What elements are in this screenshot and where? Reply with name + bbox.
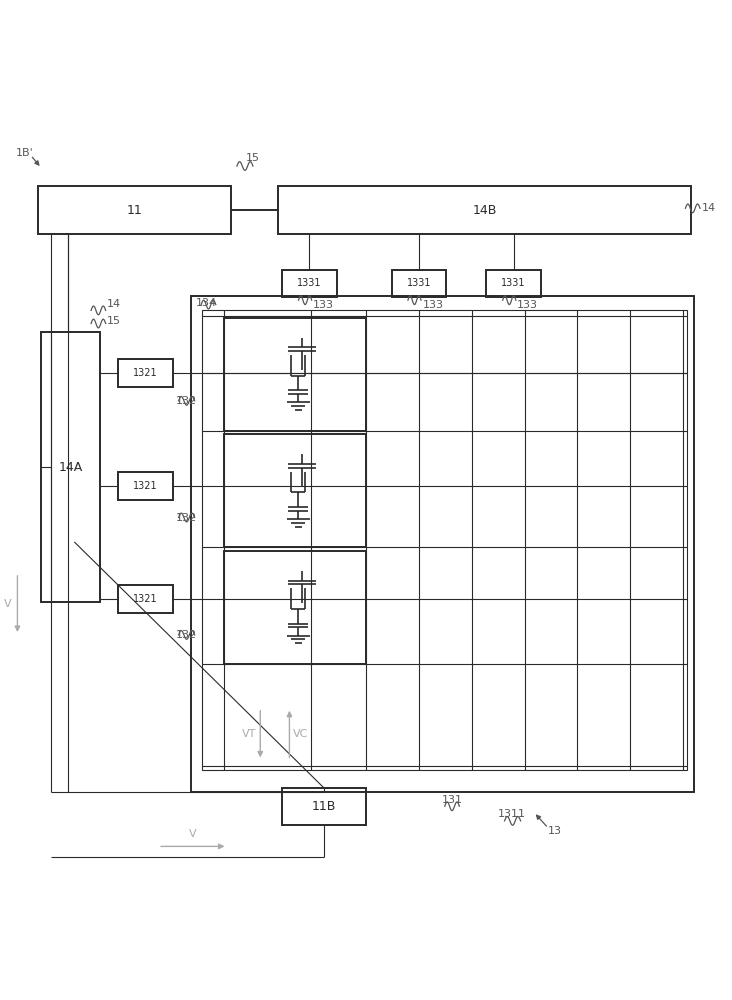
Text: 1311: 1311 xyxy=(498,809,526,819)
Text: 1331: 1331 xyxy=(297,278,322,288)
Bar xyxy=(224,318,366,431)
Bar xyxy=(224,551,366,664)
Text: VT: VT xyxy=(242,729,257,739)
Text: 13: 13 xyxy=(548,826,562,836)
Text: VC: VC xyxy=(293,729,308,739)
Text: 1321: 1321 xyxy=(133,368,157,378)
Text: 1331: 1331 xyxy=(406,278,431,288)
Text: 14: 14 xyxy=(701,203,716,213)
Text: 11B: 11B xyxy=(312,800,336,813)
Text: 133: 133 xyxy=(313,300,334,310)
Bar xyxy=(38,186,231,234)
Bar xyxy=(392,270,447,297)
Bar xyxy=(118,472,173,500)
Bar xyxy=(42,332,100,602)
Text: 133: 133 xyxy=(422,300,444,310)
Bar xyxy=(282,788,366,825)
Text: 14A: 14A xyxy=(59,461,83,474)
Text: 14: 14 xyxy=(107,299,122,309)
Bar xyxy=(191,296,694,792)
Text: 132: 132 xyxy=(176,396,197,406)
Bar xyxy=(282,270,337,297)
Text: 11: 11 xyxy=(127,204,142,217)
Text: 15: 15 xyxy=(107,316,121,326)
Text: 1B': 1B' xyxy=(16,148,34,158)
Text: 131: 131 xyxy=(441,795,463,805)
Text: V: V xyxy=(4,599,12,609)
Bar xyxy=(202,310,687,770)
Text: V: V xyxy=(189,829,197,839)
Bar xyxy=(486,270,541,297)
Text: 1331: 1331 xyxy=(501,278,526,288)
Text: 132: 132 xyxy=(176,513,197,523)
Bar xyxy=(224,434,366,547)
Text: 133: 133 xyxy=(518,300,538,310)
Bar xyxy=(118,585,173,613)
Text: 134: 134 xyxy=(196,298,217,308)
Bar xyxy=(278,186,690,234)
Text: 1321: 1321 xyxy=(133,594,157,604)
Text: 132: 132 xyxy=(176,630,197,640)
Bar xyxy=(118,359,173,387)
Text: 14B: 14B xyxy=(472,204,497,217)
Text: 15: 15 xyxy=(246,153,260,163)
Text: 1321: 1321 xyxy=(133,481,157,491)
